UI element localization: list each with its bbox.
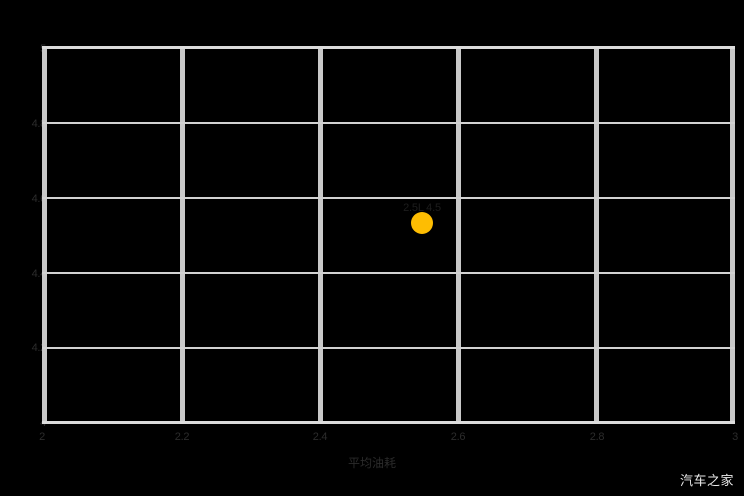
x-axis-tick-label: 2.4 (312, 431, 328, 443)
gridline-vertical (318, 46, 323, 424)
gridline-horizontal-top (42, 46, 735, 49)
gridline-vertical (42, 46, 47, 424)
y-axis-tick-label: 4.8 (31, 118, 47, 130)
gridline-horizontal (42, 122, 735, 124)
axis-line-bottom (42, 421, 735, 424)
data-point[interactable] (411, 212, 433, 234)
y-axis-tick-label: 4.4 (31, 268, 47, 280)
x-axis-tick-label: 2.6 (450, 431, 466, 443)
x-axis-tick-label: 2 (39, 431, 45, 443)
watermark: 汽车之家 (679, 473, 734, 488)
gridline-horizontal (42, 347, 735, 349)
gridline-vertical (180, 46, 185, 424)
x-axis-title: 平均油耗 (347, 456, 396, 470)
y-axis-tick-label: 5 (6, 44, 46, 55)
plot-area: 2.5L 4.5 (42, 46, 735, 424)
x-axis-tick-label: 2.8 (589, 431, 605, 443)
y-axis-tick-label: 4 (6, 418, 46, 429)
x-axis-tick-label: 2.2 (174, 431, 190, 443)
gridline-horizontal (42, 272, 735, 274)
data-point-label: 2.5L 4.5 (403, 202, 441, 214)
y-axis-tick-label: 4.2 (31, 342, 47, 354)
gridline-horizontal (42, 197, 735, 199)
x-axis-tick-label: 3 (732, 431, 738, 443)
gridline-vertical (594, 46, 599, 424)
gridline-vertical (730, 46, 735, 424)
y-axis-tick-label: 4.6 (31, 193, 47, 205)
gridline-vertical (456, 46, 461, 424)
